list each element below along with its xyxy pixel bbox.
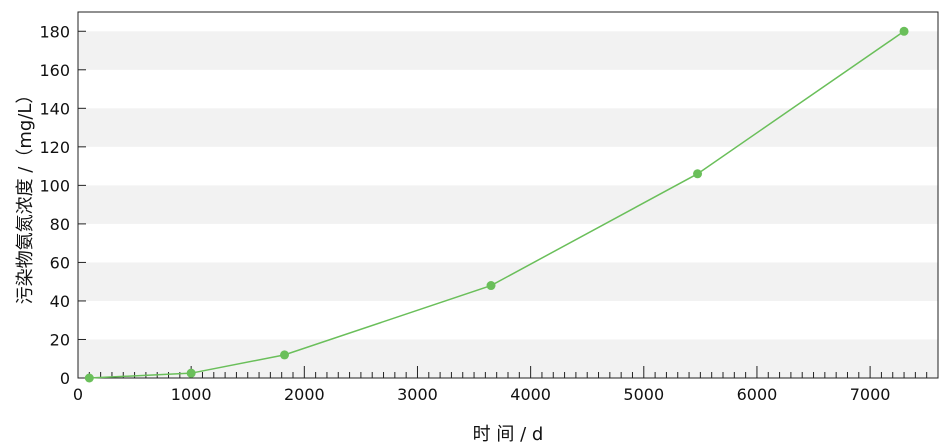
x-tick-label: 6000 [737,385,778,404]
y-tick-label: 40 [50,292,70,311]
grid-band [78,31,938,70]
x-axis-ticks: 0 1000 2000 3000 4000 5000 6000 7000 [73,366,939,404]
y-axis-ticks: 0 20 40 60 80 100 120 140 160 180 [39,22,86,388]
series-line [89,30,905,379]
y-axis-title: 污染物氨氮浓度 /（mg/L） [15,86,36,305]
data-point [186,368,196,378]
data-point [84,373,94,383]
data-point [899,26,909,36]
y-tick-label: 140 [39,99,70,118]
grid-band [78,185,938,224]
y-tick-label: 0 [60,369,70,388]
grid-bands [78,31,938,378]
grid-band [78,108,938,147]
y-tick-label: 60 [50,253,70,272]
y-tick-label: 120 [39,138,70,157]
y-tick-label: 80 [50,215,70,234]
grid-band [78,339,938,378]
series-group [84,26,909,383]
x-tick-label: 1000 [171,385,212,404]
x-tick-label: 5000 [623,385,664,404]
x-tick-label: 4000 [510,385,551,404]
grid-band [78,262,938,301]
data-point [486,281,496,291]
x-tick-label: 7000 [850,385,891,404]
y-tick-label: 20 [50,330,70,349]
x-axis-title: 时 间 / d [473,424,544,445]
data-point [280,350,290,360]
y-tick-label: 180 [39,22,70,41]
x-tick-label: 3000 [397,385,438,404]
x-tick-label: 2000 [284,385,325,404]
y-tick-label: 160 [39,61,70,80]
y-tick-label: 100 [39,176,70,195]
data-point [693,169,703,179]
x-tick-label: 0 [73,385,83,404]
